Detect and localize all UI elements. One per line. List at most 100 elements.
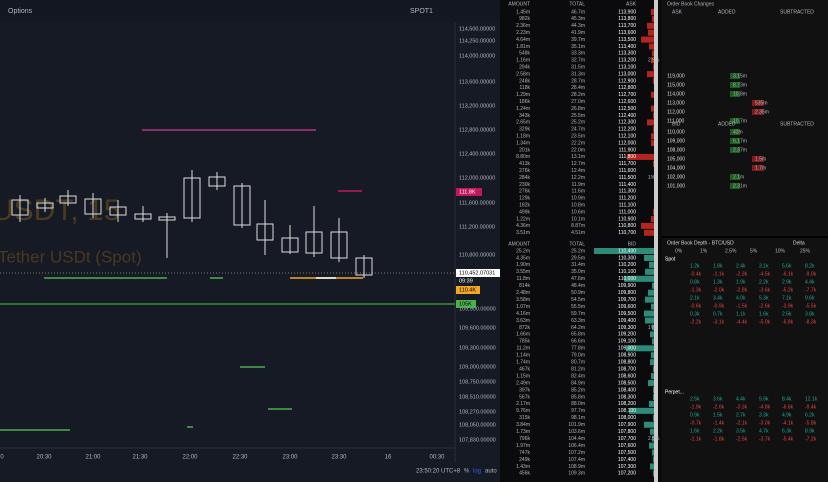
- ask-bar: [648, 29, 655, 36]
- ask-cell: 111,800: [619, 154, 637, 160]
- countdown: 09:39: [459, 278, 473, 284]
- ask-cell: 2.36m: [516, 23, 530, 29]
- depth-cell: 8.2k: [805, 263, 815, 269]
- bid-cell: 2.49m: [516, 380, 530, 386]
- options[interactable]: Options: [8, 8, 33, 15]
- ask-cell: 10.9m: [571, 196, 585, 202]
- auto[interactable]: auto: [485, 469, 497, 475]
- ask-cell: 41.9m: [571, 30, 585, 36]
- ask-cell: 413k: [519, 161, 530, 167]
- depth-tab[interactable]: 10%: [775, 248, 786, 254]
- ask-cell: 112,300: [618, 120, 636, 126]
- ask-cell: 1.22m: [516, 216, 530, 222]
- depth-cell: -4.4k: [736, 319, 748, 325]
- changes-price: 114,000: [667, 91, 685, 97]
- ask-cell: 111,600: [619, 168, 637, 174]
- depth-section: Perpet...: [665, 389, 684, 395]
- ask-bar: [651, 140, 655, 147]
- changes-added: 42m: [733, 129, 743, 135]
- ask-cell: 113,300: [618, 51, 636, 57]
- depth-cell: -2.3k: [736, 271, 748, 277]
- ask-bar: [647, 119, 655, 126]
- depth-cell: -7.7k: [805, 287, 817, 293]
- time-label: 21:30: [132, 455, 148, 461]
- depth-cell: -1.1k: [713, 271, 725, 277]
- ask-cell: 284k: [519, 175, 530, 181]
- depth-cell: -6.6k: [782, 404, 794, 410]
- depth-cell: 3.4k: [713, 295, 723, 301]
- ask-mark: 1%: [648, 175, 656, 181]
- bid-bar: [649, 442, 654, 449]
- depth-cell: -1.5k: [736, 303, 748, 309]
- ask-cell: 113,900: [618, 9, 636, 15]
- bid-cell: 108,100: [618, 408, 636, 414]
- changes-added: 3.15m: [733, 73, 747, 79]
- bid-bar: [650, 331, 654, 338]
- depth-cell: -0.6k: [690, 303, 702, 309]
- changes-price: 119,000: [667, 73, 685, 79]
- depth-cell: -5.0k: [759, 319, 771, 325]
- ask-cell: 248k: [519, 78, 530, 84]
- symbol[interactable]: SPOT1: [410, 8, 433, 15]
- bid-cell: 108,600: [618, 373, 636, 379]
- ask-cell: 110,900: [618, 216, 636, 222]
- changes-sub: 535m: [755, 100, 768, 106]
- badge-high: 111.8K: [459, 189, 476, 195]
- time-label: 16: [385, 455, 392, 461]
- bid-cell: 1.73m: [516, 429, 530, 435]
- ask-cell: 2.65m: [516, 120, 530, 126]
- bid-cell: 108,700: [618, 366, 636, 372]
- bid-bar: [645, 296, 654, 303]
- ask-cell: 112,100: [618, 134, 636, 140]
- delta[interactable]: Delta: [793, 240, 805, 246]
- depth-bg: [662, 238, 828, 482]
- watermark-sub: Tether USDt (Spot): [0, 247, 142, 266]
- percent[interactable]: %: [464, 469, 470, 475]
- depth-tab[interactable]: 1%: [700, 248, 708, 254]
- depth-tab[interactable]: 2.5%: [725, 248, 737, 254]
- log[interactable]: log: [473, 469, 481, 475]
- sub-bar: [752, 156, 764, 162]
- ask-cell: 28.7m: [571, 78, 585, 84]
- time-label: 23:30: [331, 455, 347, 461]
- changes-sub: 2.35m: [755, 109, 769, 115]
- changes-price: 102,000: [667, 174, 685, 180]
- changes-price: 104,000: [667, 165, 685, 171]
- price-label: 108,750.00000: [459, 379, 496, 385]
- bid-cell: 785k: [519, 339, 530, 345]
- depth-cell: 0.8k: [690, 279, 700, 285]
- bid-cell: 2.17m: [516, 401, 530, 407]
- ask-bar: [627, 153, 655, 160]
- time-label: 20:30: [36, 455, 52, 461]
- ask-cell: 35.1m: [571, 44, 585, 50]
- ask-mark: 2.5%: [648, 58, 660, 64]
- bid-cell: 108,400: [618, 387, 636, 393]
- ask-cell: 982k: [519, 16, 530, 22]
- depth-cell: -2.5k: [736, 436, 748, 442]
- ask-cell: 111,700: [619, 161, 637, 167]
- ask-cell: 112,700: [618, 92, 636, 98]
- bid-cell: 108,800: [618, 360, 636, 366]
- changes-bg: [662, 0, 828, 236]
- depth-cell: 5.6k: [782, 263, 792, 269]
- depth-tab[interactable]: 0%: [675, 248, 683, 254]
- depth-tab[interactable]: 5%: [750, 248, 758, 254]
- bid-cell: 108,900: [618, 353, 636, 359]
- candle: [208, 176, 226, 187]
- depth-cell: -4.8k: [759, 404, 771, 410]
- depth-cell: 1.1k: [736, 311, 746, 317]
- ask-cell: 343k: [519, 113, 530, 119]
- bid-cell: 107,800: [618, 429, 636, 435]
- changes-price: 111,000: [667, 118, 685, 124]
- changes-sub: 1.7m: [755, 165, 766, 171]
- bid-bar: [626, 345, 654, 352]
- added-bar: [730, 138, 740, 144]
- bid-cell: 2.48m: [516, 290, 530, 296]
- depth-cell: 1.5k: [713, 412, 723, 418]
- bid-cell: 108,300: [618, 394, 636, 400]
- depth-tab[interactable]: 25%: [800, 248, 811, 254]
- depth-cell: 5.9k: [759, 396, 769, 402]
- depth-cell: 2.4k: [736, 263, 746, 269]
- ask-cell: 44.3m: [571, 23, 585, 29]
- candle: [256, 223, 274, 241]
